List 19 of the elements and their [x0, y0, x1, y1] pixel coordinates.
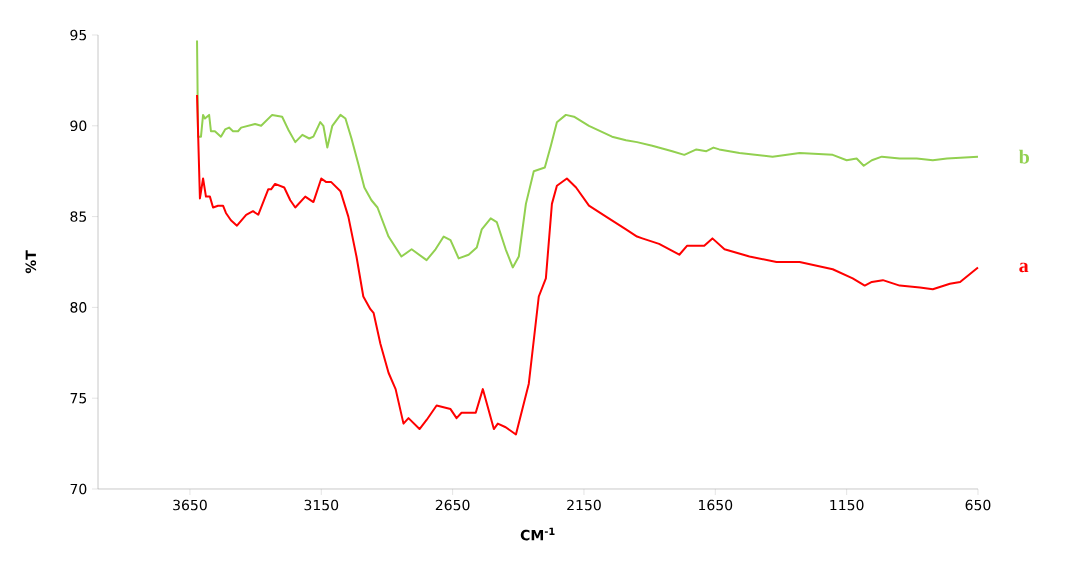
x-tick-label: 1650 — [699, 499, 733, 511]
x-tick-label: 650 — [965, 499, 991, 511]
x-tick-label: 2150 — [567, 499, 601, 511]
y-tick-label: 80 — [70, 302, 87, 313]
line-series — [196, 39, 979, 269]
y-axis-title: %T — [25, 250, 37, 274]
line-series — [196, 93, 979, 436]
y-tick-label: 70 — [70, 483, 87, 495]
x-tick-label: 3650 — [173, 499, 207, 511]
x-tick-label: 3150 — [304, 499, 339, 511]
y-tick-label: 85 — [70, 211, 87, 222]
text: a — [1019, 262, 1029, 273]
x-tick-label: 1150 — [830, 499, 864, 511]
y-tick-label: 90 — [70, 120, 87, 132]
text: b — [1018, 149, 1029, 164]
x-tick-label: 2650 — [435, 499, 470, 511]
y-tick-label: 75 — [70, 392, 87, 404]
x-axis-title: CM$^{-1}$ — [520, 527, 555, 541]
y-tick-label: 95 — [70, 29, 87, 41]
